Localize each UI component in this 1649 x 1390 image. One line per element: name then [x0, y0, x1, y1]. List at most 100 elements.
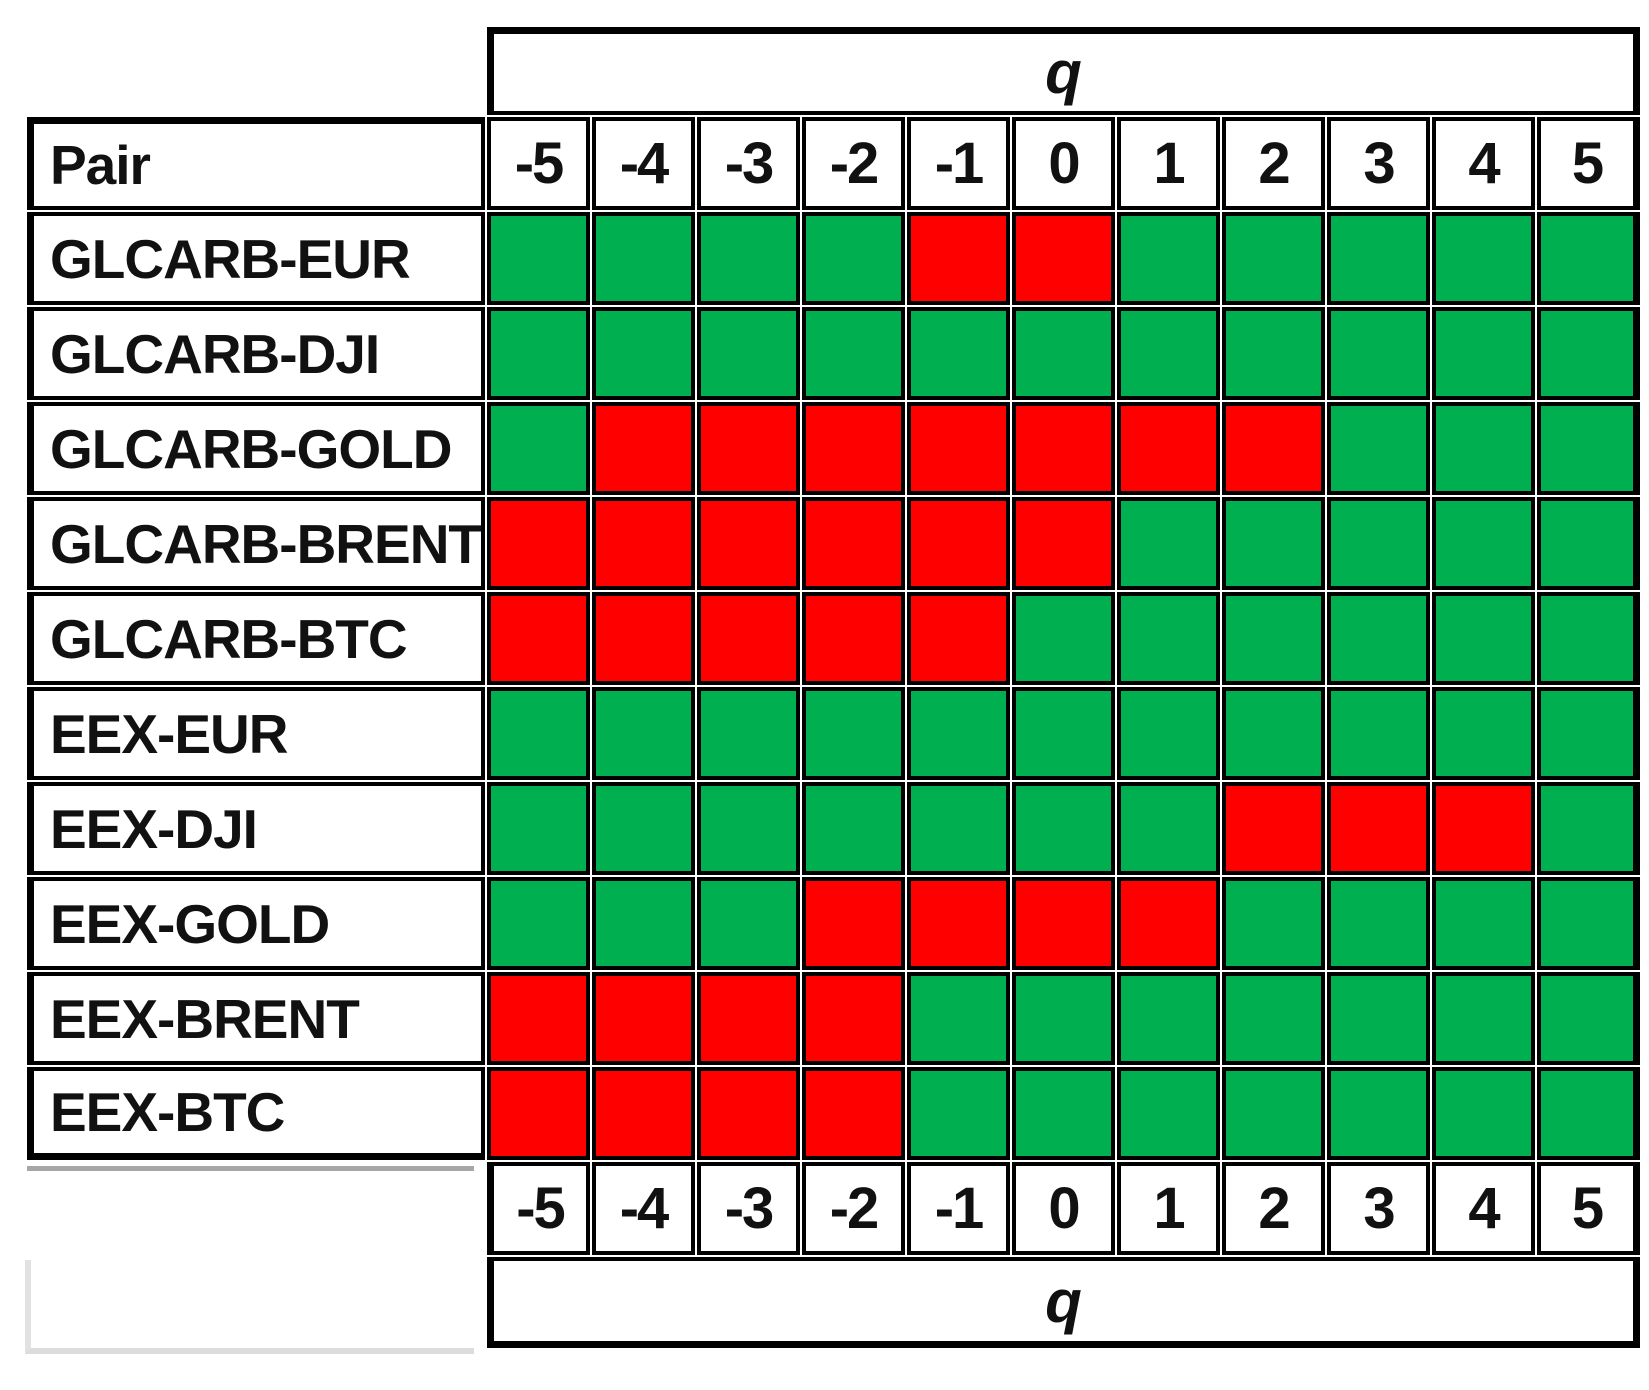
heatmap-cell	[1117, 402, 1221, 495]
q-col-footer: 4	[1432, 1162, 1536, 1255]
heatmap-cell	[802, 687, 906, 780]
pair-label: EEX-BTC	[27, 1067, 486, 1160]
heatmap-cell	[592, 877, 696, 970]
q-col-header: -5	[487, 117, 591, 210]
heatmap-cell	[1117, 497, 1221, 590]
heatmap-cell	[802, 212, 906, 305]
heatmap-cell	[907, 402, 1011, 495]
heatmap-cell	[1327, 402, 1431, 495]
heatmap-cell	[1537, 497, 1641, 590]
heatmap-cell	[1327, 1067, 1431, 1160]
heatmap-cell	[487, 592, 591, 685]
q-col-header: 0	[1012, 117, 1116, 210]
heatmap-cell	[697, 782, 801, 875]
heatmap-cell	[1222, 402, 1326, 495]
heatmap-cell	[1537, 402, 1641, 495]
pair-label: GLCARB-DJI	[27, 307, 486, 400]
heatmap-cell	[1117, 212, 1221, 305]
heatmap-cell	[487, 402, 591, 495]
heatmap-cell	[592, 592, 696, 685]
heatmap-cell	[1432, 972, 1536, 1065]
heatmap-cell	[907, 212, 1011, 305]
heatmap-cell	[1222, 1067, 1326, 1160]
heatmap-cell	[802, 877, 906, 970]
heatmap-cell	[697, 972, 801, 1065]
heatmap-cell	[1222, 592, 1326, 685]
pair-label: EEX-DJI	[27, 782, 486, 875]
q-col-header: 3	[1327, 117, 1431, 210]
heatmap-cell	[1327, 307, 1431, 400]
heatmap-cell	[697, 307, 801, 400]
heatmap-cell	[697, 687, 801, 780]
heatmap-cell	[592, 402, 696, 495]
heatmap-cell	[1012, 212, 1116, 305]
heatmap-cell	[1117, 1067, 1221, 1160]
pair-label: GLCARB-BRENT	[27, 497, 486, 590]
heatmap-cell	[1537, 687, 1641, 780]
q-col-header: -4	[592, 117, 696, 210]
heatmap-cell	[1537, 972, 1641, 1065]
q-col-footer: 0	[1012, 1162, 1116, 1255]
table-row: EEX-DJI	[27, 782, 1641, 875]
heatmap-cell	[487, 307, 591, 400]
heatmap-cell	[1537, 592, 1641, 685]
heatmap-cell	[1222, 687, 1326, 780]
heatmap-cell	[1327, 497, 1431, 590]
heatmap-cell	[1222, 497, 1326, 590]
pair-label: EEX-GOLD	[27, 877, 486, 970]
heatmap-cell	[1432, 307, 1536, 400]
heatmap-cell	[1327, 972, 1431, 1065]
heatmap-cell	[1012, 497, 1116, 590]
q-col-header: -1	[907, 117, 1011, 210]
table-row: GLCARB-GOLD	[27, 402, 1641, 495]
heatmap-cell	[1012, 1067, 1116, 1160]
heatmap-cell	[802, 972, 906, 1065]
spreadsheet-ghost-border	[25, 1260, 474, 1354]
spreadsheet-ghost-line	[27, 1166, 474, 1171]
heatmap-cell	[1327, 687, 1431, 780]
heatmap-cell	[1117, 877, 1221, 970]
q-col-header: 5	[1537, 117, 1641, 210]
heatmap-cell	[907, 1067, 1011, 1160]
heatmap-cell	[697, 212, 801, 305]
heatmap-cell	[1327, 782, 1431, 875]
heatmap-cell	[802, 307, 906, 400]
heatmap-cell	[697, 402, 801, 495]
q-col-footer: -3	[697, 1162, 801, 1255]
heatmap-cell	[1432, 1067, 1536, 1160]
heatmap-cell	[697, 592, 801, 685]
heatmap-cell	[1012, 877, 1116, 970]
table-row: EEX-EUR	[27, 687, 1641, 780]
heatmap-cell	[802, 402, 906, 495]
heatmap-cell	[1012, 972, 1116, 1065]
heatmap-cell	[1432, 497, 1536, 590]
heatmap-cell	[1537, 877, 1641, 970]
q-col-footer: 5	[1537, 1162, 1641, 1255]
q-col-footer: 2	[1222, 1162, 1326, 1255]
pair-label: GLCARB-EUR	[27, 212, 486, 305]
heatmap-cell	[1117, 307, 1221, 400]
heatmap-cell	[1222, 307, 1326, 400]
heatmap-cell	[1432, 782, 1536, 875]
heatmap-cell	[592, 497, 696, 590]
q-col-header: -2	[802, 117, 906, 210]
pair-label: EEX-EUR	[27, 687, 486, 780]
q-col-footer: -2	[802, 1162, 906, 1255]
top-left-blank	[27, 27, 485, 115]
q-col-footer: -4	[592, 1162, 696, 1255]
heatmap-cell	[487, 212, 591, 305]
heatmap-cell	[697, 497, 801, 590]
heatmap-cell	[907, 307, 1011, 400]
heatmap-cell	[487, 972, 591, 1065]
q-col-header: 2	[1222, 117, 1326, 210]
q-col-footer: 1	[1117, 1162, 1221, 1255]
heatmap-cell	[1012, 687, 1116, 780]
heatmap-cell	[592, 212, 696, 305]
heatmap-cell	[1432, 687, 1536, 780]
pair-label: GLCARB-BTC	[27, 592, 486, 685]
heatmap-cell	[1222, 877, 1326, 970]
heatmap-cell	[907, 972, 1011, 1065]
heatmap-cell	[907, 782, 1011, 875]
significance-heatmap-table: q Pair -5 -4 -3 -2 -1 0 1 2 3 4 5 GLCARB-EUR GLCARB…	[25, 25, 1642, 1350]
